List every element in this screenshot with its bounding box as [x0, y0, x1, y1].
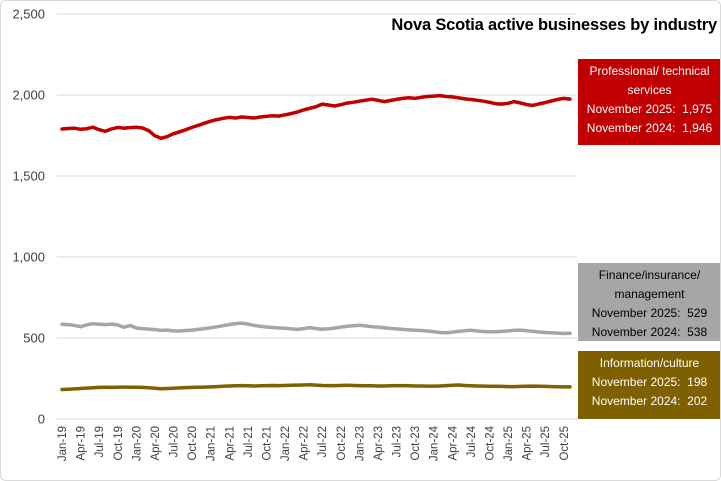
x-tick-label: Jan-21 [206, 426, 218, 461]
y-tick-label: 1,500 [12, 169, 45, 184]
legend-stat-2024: November 2024: 1,946 [586, 121, 713, 135]
x-tick-label: Jul-25 [540, 426, 552, 457]
x-tick-label: Oct-23 [410, 426, 422, 461]
y-tick-label: 1,000 [12, 250, 45, 265]
y-tick-label: 500 [23, 331, 45, 346]
x-tick-label: Apr-21 [224, 426, 236, 461]
x-tick-label: Jan-23 [354, 426, 366, 461]
x-axis-labels: Jan-19 Apr-19 Jul-19 Oct-19 Jan-20 Apr-20 Jul-… [57, 425, 571, 461]
x-tick-label: Jan-20 [131, 426, 143, 461]
legend-box-professional-technical-services: Professional/ technical services Novembe… [578, 59, 720, 145]
x-tick-label: Apr-19 [76, 426, 88, 461]
x-tick-label: Apr-20 [150, 426, 162, 461]
x-tick-label: Jul-23 [392, 426, 404, 457]
gridlines [57, 13, 577, 420]
legend-box-information-culture: Information/culture November 2025: 198 N… [578, 351, 720, 419]
x-tick-label: Jul-22 [317, 426, 329, 457]
x-tick-label: Jul-24 [466, 425, 478, 457]
x-tick-label: Jan-24 [429, 425, 441, 461]
x-tick-label: Oct-20 [187, 426, 199, 461]
legend-series-name: Information/culture [599, 356, 700, 370]
x-tick-label: Oct-19 [113, 426, 125, 461]
legend-stat-2024: November 2024: 202 [591, 394, 708, 408]
y-tick-label: 0 [38, 412, 45, 427]
legend-stat-2025: November 2025: 1,975 [586, 102, 713, 116]
legend-stat-2025: November 2025: 198 [591, 375, 708, 389]
x-tick-label: Oct-25 [559, 426, 571, 461]
legend-stat-2025: November 2025: 529 [591, 306, 708, 320]
x-tick-label: Jan-22 [280, 426, 292, 461]
x-tick-label: Jul-20 [169, 426, 181, 457]
x-tick-label: Apr-25 [522, 426, 534, 461]
x-tick-label: Jan-25 [503, 426, 515, 461]
x-tick-label: Oct-22 [336, 426, 348, 461]
x-tick-label: Jan-19 [57, 426, 69, 461]
series-line-information-culture [60, 383, 572, 392]
y-tick-label: 2,000 [12, 88, 45, 103]
legend-series-name: Finance/insurance/ management [598, 268, 701, 301]
y-tick-label: 2,500 [12, 7, 45, 22]
x-tick-label: Apr-22 [299, 426, 311, 461]
legend-box-finance-insurance-management: Finance/insurance/ management November 2… [578, 263, 720, 341]
series-line-professional-technical-services [60, 93, 572, 141]
x-tick-label: Oct-24 [484, 425, 496, 460]
chart-title: Nova Scotia active businesses by industr… [391, 16, 717, 34]
legend-series-name: Professional/ technical services [589, 64, 710, 97]
y-axis-labels: 0 500 1,000 1,500 2,000 2,500 [12, 7, 45, 427]
x-tick-label: Jul-19 [94, 426, 106, 457]
x-tick-label: Jul-21 [243, 426, 255, 457]
legend-stat-2024: November 2024: 538 [591, 325, 708, 339]
series-line-finance-insurance-management [60, 321, 572, 336]
x-tick-label: Oct-21 [261, 426, 273, 461]
x-tick-label: Apr-24 [447, 425, 459, 460]
x-tick-label: Apr-23 [373, 426, 385, 461]
